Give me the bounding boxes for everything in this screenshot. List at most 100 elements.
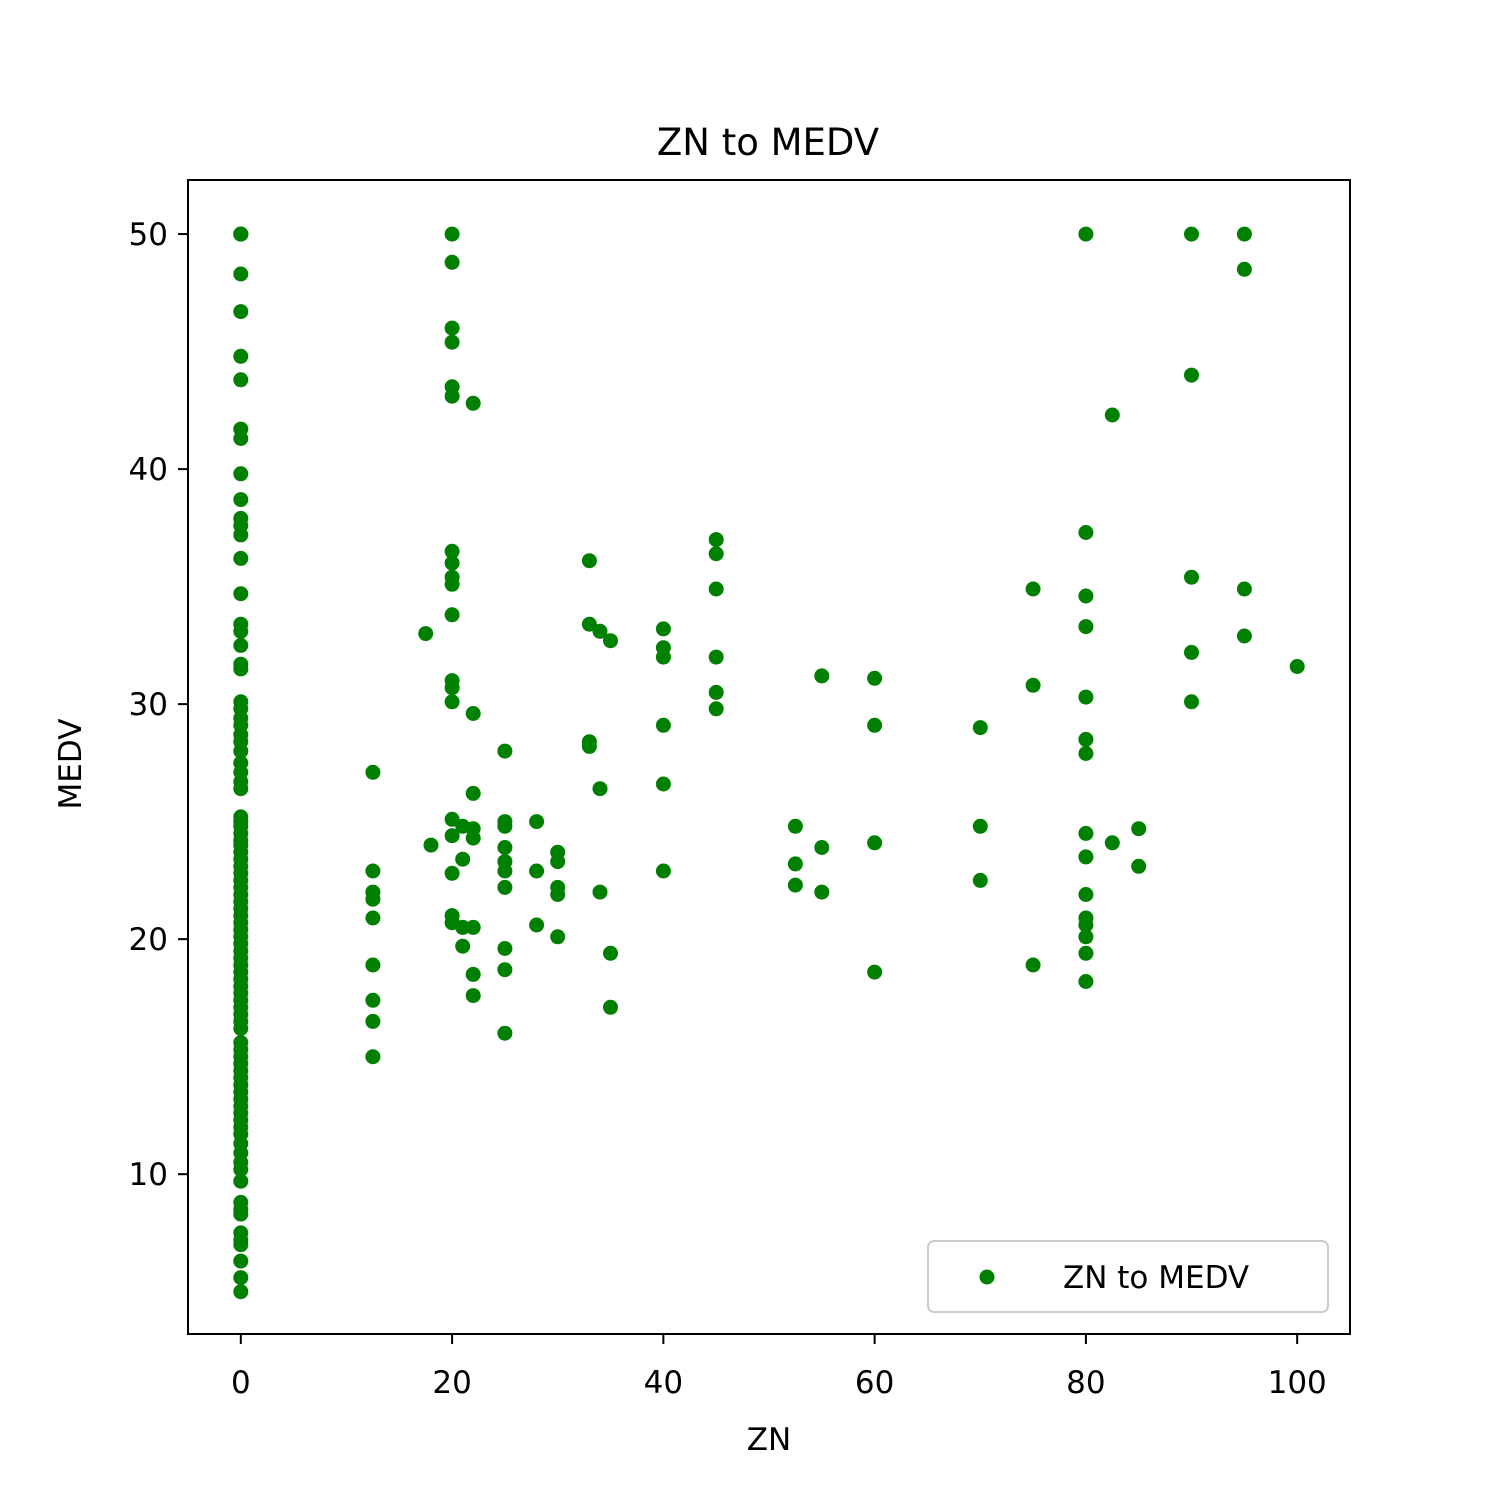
data-point bbox=[1078, 525, 1094, 540]
data-point bbox=[1184, 644, 1199, 660]
data-point bbox=[233, 623, 249, 639]
data-point bbox=[1236, 261, 1252, 277]
data-point bbox=[592, 884, 608, 900]
data-point bbox=[444, 811, 460, 827]
data-point bbox=[787, 877, 803, 893]
data-point bbox=[1184, 694, 1199, 710]
data-point bbox=[1078, 746, 1094, 761]
data-point bbox=[233, 1284, 249, 1300]
data-point bbox=[708, 649, 724, 665]
data-point bbox=[972, 818, 988, 834]
data-point bbox=[550, 854, 566, 870]
data-point bbox=[233, 431, 249, 446]
data-point bbox=[1078, 226, 1094, 242]
data-point bbox=[1078, 825, 1094, 841]
data-point bbox=[529, 814, 545, 830]
data-point bbox=[444, 334, 460, 350]
data-point bbox=[708, 701, 724, 717]
data-point bbox=[1078, 731, 1094, 747]
legend-marker bbox=[979, 1269, 995, 1285]
data-point bbox=[497, 1025, 513, 1041]
data-point bbox=[365, 764, 381, 780]
x-tick-label: 0 bbox=[231, 1365, 251, 1401]
data-point bbox=[1078, 929, 1094, 945]
data-point bbox=[233, 743, 249, 759]
data-point bbox=[444, 607, 460, 623]
data-point bbox=[365, 957, 381, 973]
data-point bbox=[444, 576, 460, 592]
data-point bbox=[814, 668, 830, 684]
data-point bbox=[233, 226, 249, 242]
data-point bbox=[233, 527, 249, 543]
data-point bbox=[233, 372, 249, 388]
data-point bbox=[233, 781, 249, 797]
data-point bbox=[365, 1013, 381, 1029]
points-layer bbox=[233, 226, 1305, 1300]
x-axis: 0 20 40 60 80 100 bbox=[231, 1334, 1327, 1401]
data-point bbox=[233, 1237, 249, 1253]
data-point bbox=[1025, 957, 1041, 973]
data-point bbox=[444, 388, 460, 404]
data-point bbox=[365, 910, 381, 926]
data-point bbox=[655, 863, 671, 879]
data-point bbox=[1078, 619, 1094, 635]
data-point bbox=[497, 879, 513, 895]
data-point bbox=[655, 717, 671, 733]
data-point bbox=[1236, 628, 1252, 644]
data-point bbox=[1289, 659, 1305, 674]
data-point bbox=[497, 962, 513, 978]
data-point bbox=[1078, 945, 1094, 961]
x-tick-label: 80 bbox=[1066, 1365, 1105, 1401]
data-point bbox=[497, 863, 513, 879]
x-tick-label: 40 bbox=[644, 1365, 683, 1401]
data-point bbox=[867, 717, 883, 733]
data-point bbox=[708, 684, 724, 700]
data-point bbox=[1184, 367, 1199, 383]
data-point bbox=[465, 966, 481, 982]
data-point bbox=[233, 266, 249, 282]
data-point bbox=[444, 828, 460, 844]
data-point bbox=[708, 546, 724, 562]
data-point bbox=[233, 586, 249, 602]
data-point bbox=[233, 637, 249, 653]
data-point bbox=[365, 863, 381, 879]
data-point bbox=[497, 840, 513, 855]
data-point bbox=[603, 945, 618, 961]
data-point bbox=[455, 938, 471, 954]
data-point bbox=[233, 1173, 249, 1189]
data-point bbox=[655, 649, 671, 665]
data-point bbox=[465, 919, 481, 935]
data-point bbox=[1131, 858, 1147, 874]
data-point bbox=[455, 919, 471, 935]
data-point bbox=[497, 743, 513, 759]
legend-label: ZN to MEDV bbox=[1063, 1260, 1249, 1296]
data-point bbox=[1025, 581, 1041, 597]
data-point bbox=[867, 964, 883, 980]
data-point bbox=[814, 840, 830, 855]
chart-title: ZN to MEDV bbox=[657, 121, 879, 164]
data-point bbox=[365, 992, 381, 1008]
data-point bbox=[1104, 835, 1120, 851]
data-point bbox=[497, 941, 513, 956]
data-point bbox=[1236, 226, 1252, 242]
data-point bbox=[444, 254, 460, 270]
data-point bbox=[787, 856, 803, 872]
data-point bbox=[581, 738, 597, 754]
data-point bbox=[497, 818, 513, 834]
data-point bbox=[972, 872, 988, 888]
data-point bbox=[787, 818, 803, 834]
y-tick-label: 50 bbox=[129, 217, 168, 253]
plot-area-frame bbox=[187, 179, 1351, 1335]
data-point bbox=[592, 623, 608, 639]
data-point bbox=[444, 680, 460, 696]
y-tick-label: 30 bbox=[129, 687, 168, 723]
data-point bbox=[1078, 917, 1094, 933]
y-tick-label: 40 bbox=[129, 452, 168, 488]
data-point bbox=[814, 884, 830, 900]
data-point bbox=[581, 553, 597, 569]
y-tick-label: 20 bbox=[129, 922, 168, 958]
data-point bbox=[867, 670, 883, 686]
data-point bbox=[972, 720, 988, 736]
data-point bbox=[465, 395, 481, 411]
